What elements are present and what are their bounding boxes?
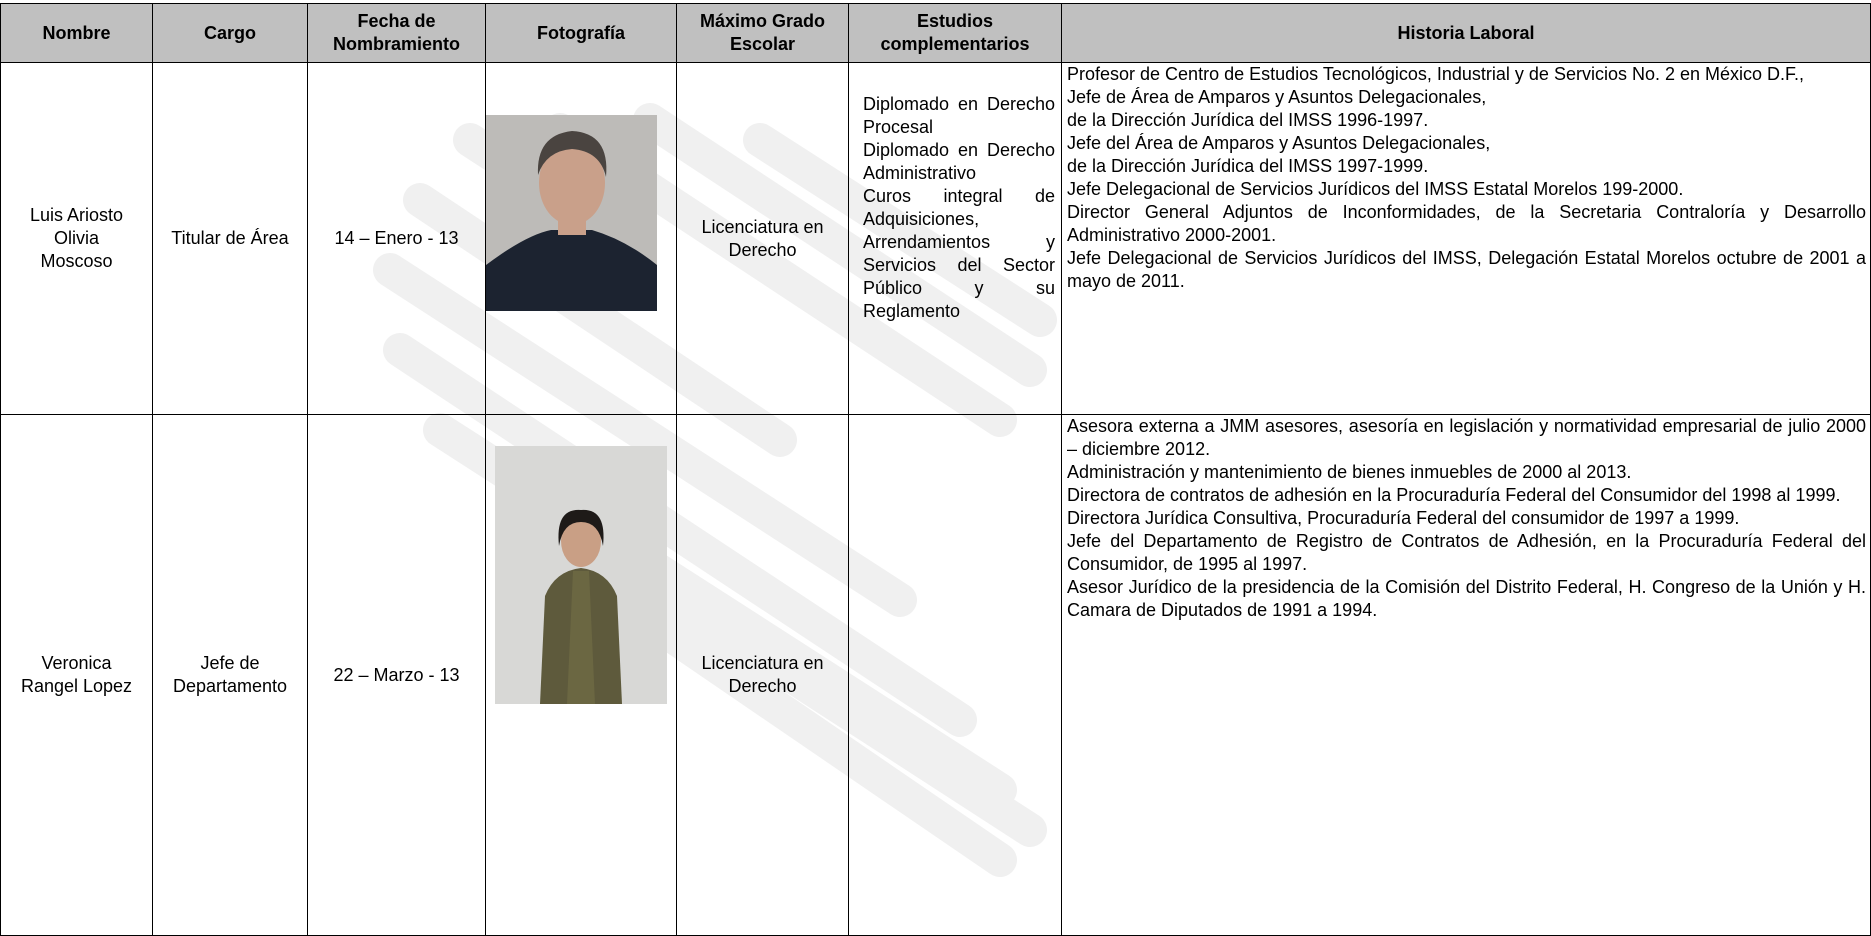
header-cell: Nombre (0, 3, 153, 63)
header-cell: Fotografía (485, 3, 677, 63)
paragraph: de la Dirección Jurídica del IMSS 1996-1… (1067, 110, 1429, 130)
paragraph: Jefe Delegacional de Servicios Jurídicos… (1067, 179, 1684, 199)
header-cell: Máximo Grado Escolar (676, 3, 849, 63)
paragraph: Asesora externa a JMM asesores, asesoría… (1067, 416, 1866, 459)
paragraph: Jefe del Departamento de Registro de Con… (1067, 531, 1866, 574)
paragraph: Director General Adjuntos de Inconformid… (1067, 202, 1866, 245)
paragraph: Profesor de Centro de Estudios Tecnológi… (1067, 64, 1805, 84)
paragraph: Asesor Jurídico de la presidencia de la … (1067, 577, 1866, 620)
paragraph: Directora Jurídica Consultiva, Procuradu… (1067, 508, 1740, 528)
paragraph: Jefe Delegacional de Servicios Jurídicos… (1067, 248, 1866, 291)
estudios: Diplomado en Derecho Procesal Diplomado e… (848, 62, 1062, 415)
paragraph: Jefe del Área de Amparos y Asuntos Deleg… (1067, 133, 1491, 153)
paragraph: de la Dirección Jurídica del IMSS 1997-1… (1067, 156, 1429, 176)
paragraph: Administración y mantenimiento de bienes… (1067, 462, 1632, 482)
paragraph: Curos integral de Adquisiciones, Arrenda… (863, 186, 1055, 321)
paragraph: Diplomado en Derecho Administrativo (863, 140, 1055, 183)
photo-cell (485, 62, 677, 415)
historia: Asesora externa a JMM asesores, asesoría… (1061, 414, 1871, 936)
header-cell: Cargo (152, 3, 308, 63)
historia: Profesor de Centro de Estudios Tecnológi… (1061, 62, 1871, 415)
page: Nombre Cargo Fecha de Nombramiento Fotog… (0, 3, 1871, 936)
fecha: 14 – Enero - 13 (307, 62, 486, 415)
photo (486, 115, 657, 311)
paragraph: Directora de contratos de adhesión en la… (1067, 485, 1841, 505)
header-cell: Estudios complementarios (848, 3, 1062, 63)
cargo: Jefe de Departamento (152, 414, 308, 936)
photo-cell (485, 414, 677, 936)
cargo: Titular de Área (152, 62, 308, 415)
grado: Licenciatura en Derecho (676, 62, 849, 415)
estudios (848, 414, 1062, 936)
photo (495, 446, 667, 704)
nombre: Veronica Rangel Lopez (0, 414, 153, 936)
paragraph: Jefe de Área de Amparos y Asuntos Delega… (1067, 87, 1487, 107)
grado: Licenciatura en Derecho (676, 414, 849, 936)
staff-table: Nombre Cargo Fecha de Nombramiento Fotog… (0, 3, 1871, 936)
paragraph: Diplomado en Derecho Procesal (863, 94, 1055, 137)
fecha: 22 – Marzo - 13 (307, 414, 486, 936)
nombre: Luis Ariosto Olivia Moscoso (0, 62, 153, 415)
header-cell: Fecha de Nombramiento (307, 3, 486, 63)
header-cell: Historia Laboral (1061, 3, 1871, 63)
